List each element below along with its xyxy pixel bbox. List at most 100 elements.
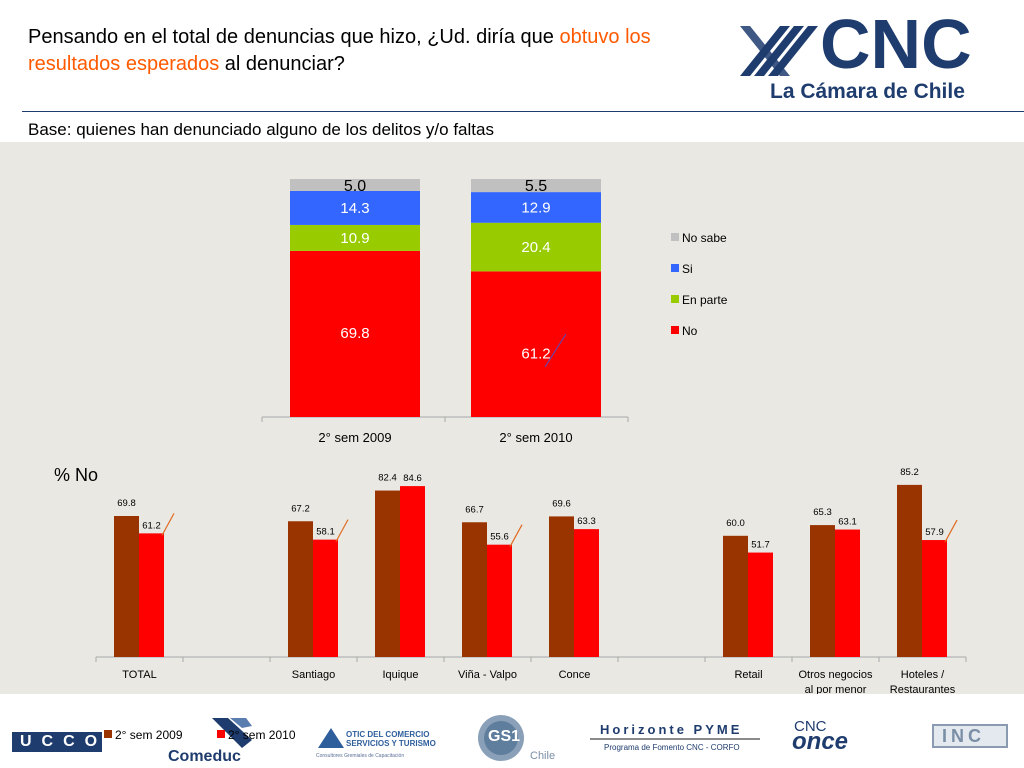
- inc-logo-text: INC: [942, 726, 985, 746]
- cnc-logo-tagline: La Cámara de Chile: [770, 80, 965, 103]
- stacked-data-label: 10.9: [340, 230, 369, 247]
- grouped-category-label: Restaurantes: [890, 684, 956, 694]
- grouped-data-label: 58.1: [316, 527, 335, 538]
- stacked-category-label: 2° sem 2010: [499, 430, 572, 445]
- comeduc-logo-text: Comeduc: [168, 748, 241, 765]
- grouped-data-label: 69.8: [117, 498, 136, 509]
- grouped-bar-2009: [723, 535, 748, 657]
- title-part-2: al denunciar?: [219, 53, 345, 75]
- grouped-legend-label: 2° sem 2009: [115, 728, 183, 742]
- grouped-category-label: Conce: [559, 669, 591, 681]
- stacked-data-label: 12.9: [521, 199, 550, 216]
- grouped-category-label: Iquique: [382, 669, 418, 681]
- grouped-data-label: 66.7: [465, 504, 484, 515]
- legend-swatch-en-parte: [671, 295, 679, 303]
- stacked-category-label: 2° sem 2009: [318, 430, 391, 445]
- legend-label: En parte: [682, 293, 728, 307]
- grouped-data-label: 55.6: [490, 532, 509, 543]
- stacked-bar-no: [471, 271, 601, 417]
- grouped-legend: 2° sem 2009 2° sem 2010: [104, 728, 296, 742]
- chart-area: 69.8 10.9 14.3 5.0 2° sem 2009 61.2 20.4 12.9 5.…: [0, 142, 1024, 694]
- grouped-bar-2009: [897, 484, 922, 657]
- stacked-data-label: 5.0: [344, 178, 366, 195]
- grouped-data-label: 60.0: [726, 518, 745, 529]
- comeduc-logo-icon: [212, 718, 252, 748]
- stacked-annotation-slash: [544, 333, 567, 368]
- cnc-once-logo-text: once: [792, 728, 849, 755]
- grouped-data-label: 69.6: [552, 498, 571, 509]
- grouped-bar-2009: [462, 522, 487, 657]
- cnc-once-logo-brand: CNC: [794, 718, 827, 735]
- grouped-data-label: 57.9: [925, 527, 944, 538]
- gs1-logo-country: Chile: [530, 750, 556, 762]
- grouped-data-label: 84.6: [403, 473, 422, 484]
- stacked-bar-en-parte: [471, 222, 601, 272]
- title-part-1: Pensando en el total de denuncias que hi…: [28, 26, 560, 48]
- grouped-legend-label: 2° sem 2010: [228, 728, 296, 742]
- grouped-bar-2009: [375, 490, 400, 657]
- grouped-category-label: Retail: [734, 669, 762, 681]
- grouped-bar-2010: [487, 544, 512, 657]
- grouped-bar-2010: [313, 539, 338, 657]
- pct-no-chart-title: % No: [54, 465, 98, 485]
- stacked-bar-en-parte: [290, 224, 420, 251]
- legend-swatch-si: [671, 264, 679, 272]
- base-subtitle: Base: quienes han denunciado alguno de l…: [28, 120, 494, 139]
- stacked-bar-no: [290, 250, 420, 417]
- grouped-bar-2010: [400, 486, 425, 657]
- otic-logo-subtext: Consultores Gremiales de Capacitación: [316, 753, 405, 759]
- grouped-annotation-slash: [335, 519, 349, 542]
- grouped-category-label: Viña - Valpo: [458, 669, 517, 681]
- grouped-data-label: 65.3: [813, 507, 832, 518]
- grouped-category-label: al por menor: [805, 684, 867, 694]
- stacked-data-label: 61.2: [521, 345, 550, 362]
- otic-logo-icon: [318, 728, 344, 748]
- cnc-logo: CNC La Cámara de Chile: [740, 5, 1016, 106]
- legend-label: No: [682, 324, 698, 338]
- grouped-data-label: 51.7: [751, 540, 770, 551]
- legend-swatch-no: [671, 326, 679, 334]
- grouped-bar-2009: [288, 521, 313, 657]
- title-highlight: obtuvo los resultados esperados: [28, 26, 651, 75]
- horizonte-pyme-logo-text: Horizonte PYME: [600, 722, 743, 737]
- cnc-logo-stripes-icon: [740, 26, 818, 76]
- horizonte-pyme-rule: [590, 738, 760, 740]
- grouped-data-label: 61.2: [142, 520, 161, 531]
- legend-label: Si: [682, 262, 693, 276]
- otic-logo-text: OTIC DEL COMERCIO SERVICIOS Y TURISMO: [346, 730, 436, 748]
- stacked-bar-no-sabe: [290, 179, 420, 191]
- grouped-bar-2010: [922, 540, 947, 657]
- stacked-bar-si: [290, 190, 420, 225]
- legend-swatch-no-sabe: [671, 233, 679, 241]
- grouped-bar-2009: [810, 525, 835, 657]
- gs1-logo-icon: [478, 715, 524, 761]
- grouped-category-label: TOTAL: [122, 669, 156, 681]
- gs1-logo-text: GS1: [488, 728, 521, 745]
- ucco-logo-text: UCCO: [20, 733, 108, 750]
- stacked-data-label: 69.8: [340, 325, 369, 342]
- horizonte-pyme-subtext: Programa de Fomento CNC - CORFO: [604, 743, 740, 752]
- charts-svg: 69.8 10.9 14.3 5.0 2° sem 2009 61.2 20.4 12.9 5.…: [54, 178, 967, 694]
- sponsor-footer: UCCO Comeduc OTIC DEL COMERCIO SERVICIOS…: [0, 694, 1024, 768]
- header-divider: [22, 111, 1024, 112]
- grouped-data-label: 63.3: [577, 516, 596, 527]
- grouped-data-label: 67.2: [291, 503, 310, 514]
- ucco-logo: UCCO: [12, 732, 102, 752]
- grouped-legend-swatch: [104, 730, 112, 738]
- grouped-annotation-slash: [161, 513, 175, 536]
- grouped-data-label: 63.1: [838, 517, 857, 528]
- grouped-annotation-slash: [509, 524, 523, 547]
- grouped-bar-2010: [574, 529, 599, 657]
- stacked-data-label: 5.5: [525, 178, 547, 195]
- grouped-bar-2010: [748, 552, 773, 657]
- grouped-annotation-slash: [944, 519, 958, 543]
- stacked-bar-no-sabe: [471, 179, 601, 193]
- grouped-data-label: 82.4: [378, 473, 397, 484]
- stacked-data-label: 14.3: [340, 200, 369, 217]
- cnc-logo-brand: CNC: [820, 5, 972, 83]
- stacked-bar-si: [471, 192, 601, 223]
- grouped-legend-swatch: [217, 730, 225, 738]
- grouped-category-label: Santiago: [292, 669, 335, 681]
- stacked-data-label: 20.4: [521, 239, 550, 256]
- grouped-data-label: 85.2: [900, 467, 919, 478]
